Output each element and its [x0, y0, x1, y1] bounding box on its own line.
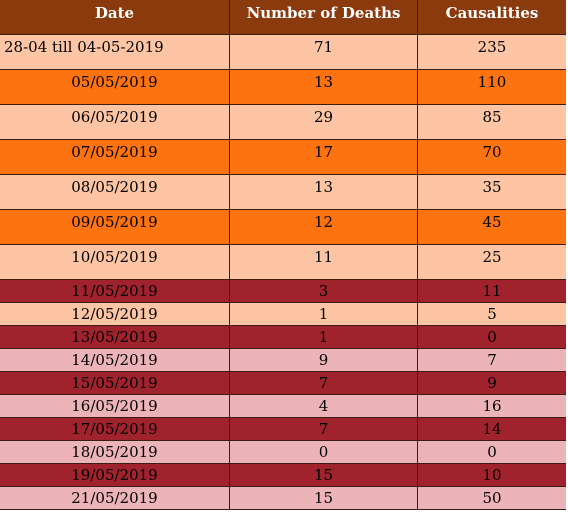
deaths-cell: 1	[230, 303, 418, 325]
casualties-cell: 0	[487, 443, 497, 461]
date-cell: 09/05/2019	[0, 210, 230, 244]
date-cell: 19/05/2019	[0, 464, 230, 486]
table-row: 28-04 till 04-05-2019 71 235	[0, 35, 566, 70]
deaths-cell: 17	[230, 140, 418, 174]
casualties-cell: 16	[482, 397, 502, 415]
casualties-cell: 7	[487, 351, 497, 369]
casualties-cell: 235	[477, 38, 507, 56]
casualties-cell: 5	[487, 305, 497, 323]
table-row: 17/05/2019 7 14	[0, 418, 566, 441]
deaths-cell: 15	[230, 487, 418, 509]
casualties-cell: 50	[482, 489, 502, 507]
deaths-cell: 13	[230, 70, 418, 104]
header-deaths: Number of Deaths	[230, 0, 418, 34]
casualties-cell: 11	[482, 282, 502, 300]
deaths-cell: 11	[230, 245, 418, 279]
date-cell: 12/05/2019	[0, 303, 230, 325]
table-row: 09/05/2019 12 45	[0, 210, 566, 245]
deaths-cell: 7	[230, 418, 418, 440]
date-cell: 10/05/2019	[0, 245, 230, 279]
table-row: 06/05/2019 29 85	[0, 105, 566, 140]
deaths-cell: 13	[230, 175, 418, 209]
table-row: 21/05/2019 15 50	[0, 487, 566, 510]
date-cell: 05/05/2019	[0, 70, 230, 104]
table-row: 15/05/2019 7 9	[0, 372, 566, 395]
header-date: Date	[0, 0, 230, 34]
date-cell: 14/05/2019	[0, 349, 230, 371]
table-row: 05/05/2019 13 110	[0, 70, 566, 105]
table-row: 18/05/2019 0 0	[0, 441, 566, 464]
table-row: 12/05/2019 1 5	[0, 303, 566, 326]
table-header-row: Date Number of Deaths Causalities	[0, 0, 566, 35]
deaths-cell: 0	[230, 441, 418, 463]
date-cell: 15/05/2019	[0, 372, 230, 394]
deaths-cell: 9	[230, 349, 418, 371]
date-cell: 08/05/2019	[0, 175, 230, 209]
date-cell: 11/05/2019	[0, 280, 230, 302]
deaths-cell: 15	[230, 464, 418, 486]
casualties-cell: 0	[487, 328, 497, 346]
casualties-cell: 14	[482, 420, 502, 438]
table-row: 10/05/2019 11 25	[0, 245, 566, 280]
deaths-cell: 29	[230, 105, 418, 139]
table-row: 13/05/2019 1 0	[0, 326, 566, 349]
date-cell: 21/05/2019	[0, 487, 230, 509]
deaths-cell: 3	[230, 280, 418, 302]
deaths-cell: 1	[230, 326, 418, 348]
casualties-cell: 85	[482, 108, 502, 126]
casualties-cell: 35	[482, 178, 502, 196]
table-row: 07/05/2019 17 70	[0, 140, 566, 175]
deaths-cell: 12	[230, 210, 418, 244]
casualties-cell: 10	[482, 466, 502, 484]
table-row: 16/05/2019 4 16	[0, 395, 566, 418]
date-cell: 07/05/2019	[0, 140, 230, 174]
deaths-cell: 4	[230, 395, 418, 417]
date-cell: 13/05/2019	[0, 326, 230, 348]
table-body: 28-04 till 04-05-2019 71 235 05/05/2019 13 11…	[0, 35, 566, 510]
date-cell: 18/05/2019	[0, 441, 230, 463]
casualties-cell: 110	[477, 73, 507, 91]
casualties-cell: 25	[482, 248, 502, 266]
table-row: 19/05/2019 15 10	[0, 464, 566, 487]
header-casualties: Causalities	[445, 4, 539, 22]
table-row: 14/05/2019 9 7	[0, 349, 566, 372]
deaths-cell: 71	[230, 35, 418, 69]
table-row: 11/05/2019 3 11	[0, 280, 566, 303]
date-cell: 28-04 till 04-05-2019	[0, 35, 230, 69]
casualties-cell: 45	[482, 213, 502, 231]
casualties-cell: 9	[487, 374, 497, 392]
deaths-cell: 7	[230, 372, 418, 394]
date-cell: 06/05/2019	[0, 105, 230, 139]
date-cell: 16/05/2019	[0, 395, 230, 417]
date-cell: 17/05/2019	[0, 418, 230, 440]
table-row: 08/05/2019 13 35	[0, 175, 566, 210]
casualties-cell: 70	[482, 143, 502, 161]
